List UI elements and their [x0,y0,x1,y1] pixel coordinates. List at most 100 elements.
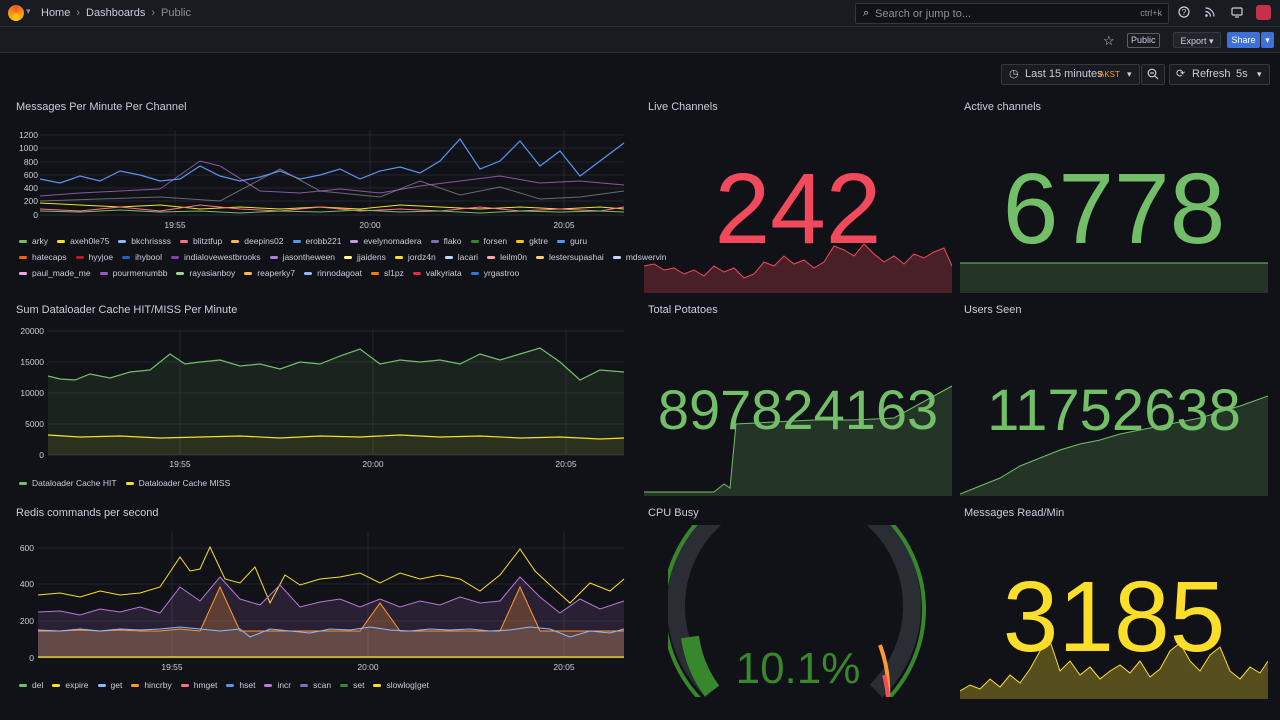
legend-item[interactable]: sl1pz [370,265,404,281]
legend-swatch [264,684,273,688]
legend-item[interactable]: hincrby [131,677,172,693]
legend-item[interactable]: rinnodagoat [304,265,362,281]
panel-total-potatoes: Total Potatoes 897824163 [632,304,954,496]
messages-chart: 1200 1000 800 600 400 200 0 19:55 20:00 … [19,130,625,230]
refresh-interval[interactable]: 5s [1236,68,1248,80]
share-button[interactable]: Share [1227,32,1260,48]
legend-item[interactable]: del [19,677,43,693]
panel-title[interactable]: Redis commands per second [16,507,159,519]
legend-item[interactable]: paul_made_me [19,265,91,281]
panel-title[interactable]: Sum Dataloader Cache HIT/MISS Per Minute [16,304,238,316]
legend-label: expire [65,680,89,690]
legend-item[interactable]: jasontheween [269,249,335,265]
star-icon[interactable]: ☆ [1103,33,1115,48]
help-icon[interactable]: ? [1177,6,1191,20]
series-line [37,545,625,605]
series-line [39,204,625,212]
legend-item[interactable]: mdswervin [612,249,666,265]
legend-item[interactable]: get [97,677,122,693]
legend-swatch [118,240,127,244]
legend-row: arky axeh0le75 bkchrissss blitztfup deepins0… [19,233,675,249]
legend-item[interactable]: yrgastroo [470,265,519,281]
legend-item[interactable]: hmget [180,677,217,693]
legend-label: Dataloader Cache MISS [138,478,231,488]
panel-title[interactable]: Users Seen [964,304,1022,316]
legend-swatch [344,256,353,260]
export-button[interactable]: Export ▾ [1173,32,1221,48]
legend-item[interactable]: forsen [470,233,507,249]
legend-item[interactable]: erobb221 [292,233,341,249]
legend-item[interactable]: Dataloader Cache MISS [125,475,231,491]
x-tick: 20:00 [357,662,379,672]
legend-item[interactable]: reaperky7 [244,265,295,281]
legend-item[interactable]: guru [557,233,587,249]
legend-swatch [122,256,131,260]
legend-item[interactable]: flako [430,233,462,249]
legend-item[interactable]: hset [226,677,255,693]
legend-item[interactable]: set [340,677,364,693]
legend-swatch [470,240,479,244]
series-line [39,202,625,210]
x-tick: 19:55 [164,220,186,230]
chevron-down-icon[interactable]: ▾ [26,6,31,16]
share-dropdown-button[interactable]: ▾ [1261,32,1274,48]
legend-label: del [32,680,44,690]
legend-item[interactable]: pourmenumbb [99,265,167,281]
breadcrumb-home[interactable]: Home [41,7,71,19]
refresh-button[interactable]: ⟳ Refresh 5s ▾ [1169,64,1270,85]
legend-item[interactable]: ihybool [122,249,162,265]
panel-title[interactable]: Messages Read/Min [964,507,1065,519]
legend-item[interactable]: hatecaps [19,249,67,265]
panel-title[interactable]: Total Potatoes [648,304,718,316]
legend-item[interactable]: incr [264,677,291,693]
panel-title[interactable]: CPU Busy [648,507,699,519]
legend-item[interactable]: jordz4n [394,249,436,265]
zoom-out-button[interactable] [1141,64,1165,85]
legend-item[interactable]: axeh0le75 [57,233,109,249]
legend-item[interactable]: slowlog|get [373,677,429,693]
legend-item[interactable]: scan [300,677,331,693]
panel-title[interactable]: Messages Per Minute Per Channel [16,101,187,113]
legend-swatch [57,240,66,244]
legend-item[interactable]: leilm0n [487,249,527,265]
legend-item[interactable]: gktre [516,233,548,249]
legend-item[interactable]: rayasianboy [176,265,235,281]
legend-label: scan [313,680,332,690]
legend-swatch [470,272,479,276]
search-input[interactable]: ⌕ Search or jump to... ctrl+k [855,3,1169,24]
legend-item[interactable]: valkyriata [412,265,462,281]
legend-item[interactable]: arky [19,233,48,249]
legend-label: leilm0n [500,252,527,262]
y-tick: 20000 [20,326,44,336]
time-range-picker[interactable]: ◷ Last 15 minutes AKST ▾ [1001,64,1140,85]
legend-swatch [412,272,421,276]
breadcrumb-dashboards[interactable]: Dashboards [86,7,146,19]
legend-item[interactable]: jjaidens [344,249,386,265]
panel-title[interactable]: Active channels [964,101,1042,113]
y-tick: 600 [20,543,34,553]
legend-item[interactable]: evelynomadera [350,233,422,249]
legend-item[interactable]: expire [52,677,89,693]
legend-item[interactable]: indialovewestbrooks [171,249,261,265]
user-avatar[interactable] [1256,5,1271,20]
legend-swatch [269,256,278,260]
y-tick: 0 [39,450,44,460]
legend-label: rayasianboy [189,268,236,278]
legend-item[interactable]: lacari [444,249,478,265]
grafana-logo-icon[interactable] [8,5,24,21]
y-tick: 1200 [19,130,38,140]
panel-title[interactable]: Live Channels [648,101,718,113]
legend-item[interactable]: hyyjoe [75,249,113,265]
legend-item[interactable]: lestersupashai [536,249,604,265]
legend-swatch [131,684,140,688]
timezone-badge: AKST [1099,70,1120,79]
legend-label: reaperky7 [257,268,296,278]
legend-item[interactable]: bkchrissss [118,233,171,249]
legend-item[interactable]: deepins02 [231,233,284,249]
legend-swatch [171,256,180,260]
legend-item[interactable]: Dataloader Cache HIT [19,475,117,491]
legend-row: Dataloader Cache HIT Dataloader Cache MIS… [19,475,239,491]
monitor-icon[interactable] [1230,6,1244,20]
legend-item[interactable]: blitztfup [179,233,222,249]
news-feed-icon[interactable] [1203,6,1217,20]
